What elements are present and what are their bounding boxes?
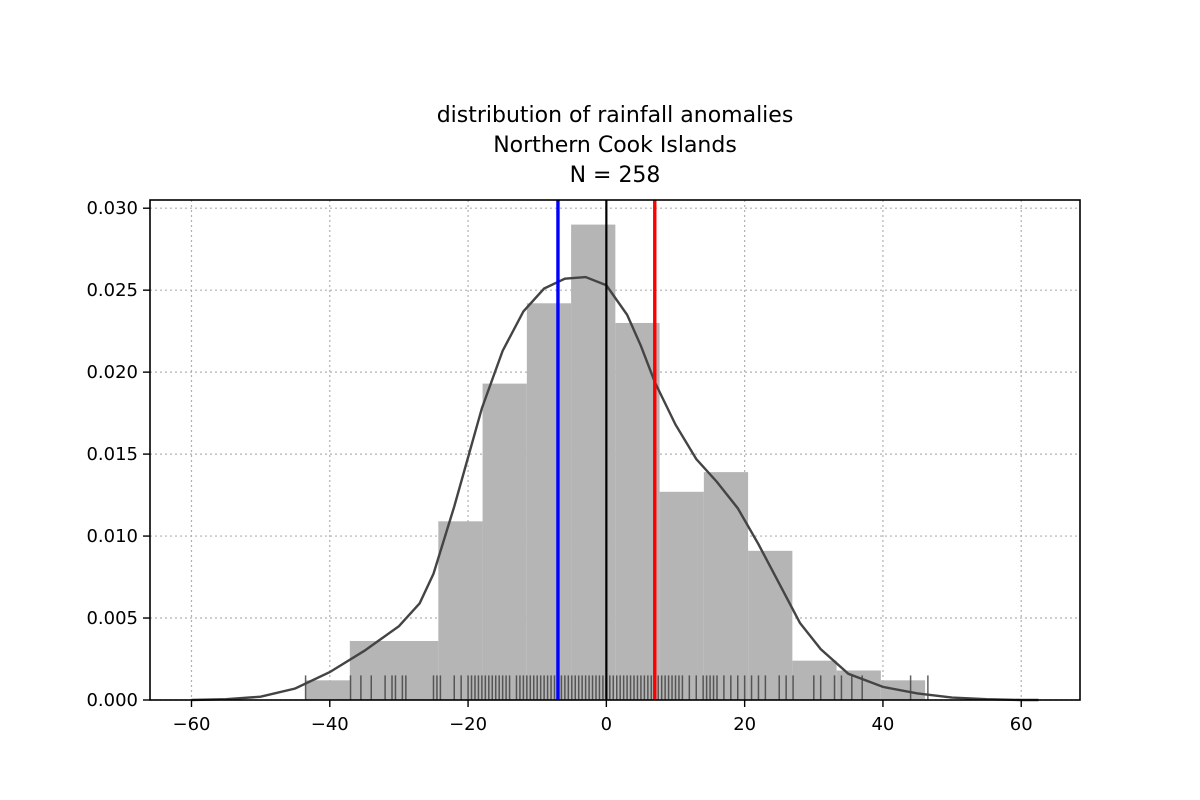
histogram-bar [703, 472, 749, 700]
histogram-bar [748, 550, 793, 700]
histogram-bar [571, 224, 616, 701]
y-tick-label: 0.005 [86, 608, 138, 629]
kde-curve [191, 275, 1039, 702]
y-tick-label: 0.000 [86, 690, 138, 711]
x-tick-label: −60 [172, 714, 210, 735]
histogram-bar [305, 680, 350, 700]
x-tick-label: 20 [733, 714, 756, 735]
histogram-bars [305, 224, 926, 701]
x-tick-label: 40 [871, 714, 894, 735]
x-tick-label: −40 [311, 714, 349, 735]
plot-frame [149, 199, 1081, 701]
histogram-bar [659, 491, 704, 700]
y-tick-label: 0.025 [86, 280, 138, 301]
histogram-bar [836, 670, 881, 700]
x-axis-ticks: −60 −40 −20 0 20 40 60 [172, 700, 1033, 735]
histogram-bar [438, 521, 483, 700]
y-tick-label: 0.030 [86, 198, 138, 219]
rug-plot [304, 675, 929, 700]
axes [149, 199, 1081, 701]
y-tick-label: 0.010 [86, 526, 138, 547]
histogram-bar [482, 383, 527, 700]
chart-title: distribution of rainfall anomalies North… [437, 103, 794, 188]
reference-lines [556, 200, 657, 700]
histogram-bar [615, 322, 660, 700]
histogram-bar [349, 640, 439, 700]
y-tick-label: 0.020 [86, 362, 138, 383]
title-line-3: N = 258 [570, 163, 661, 188]
x-tick-label: 0 [601, 714, 612, 735]
x-tick-label: −20 [449, 714, 487, 735]
title-line-1: distribution of rainfall anomalies [437, 103, 794, 128]
x-tick-label: 60 [1010, 714, 1033, 735]
title-line-2: Northern Cook Islands [493, 133, 737, 158]
histogram-bar [526, 303, 572, 700]
kde-line [191, 275, 1039, 702]
y-tick-label: 0.015 [86, 444, 138, 465]
y-axis-ticks: 0.000 0.005 0.010 0.015 0.020 0.025 0.030 [86, 198, 150, 711]
